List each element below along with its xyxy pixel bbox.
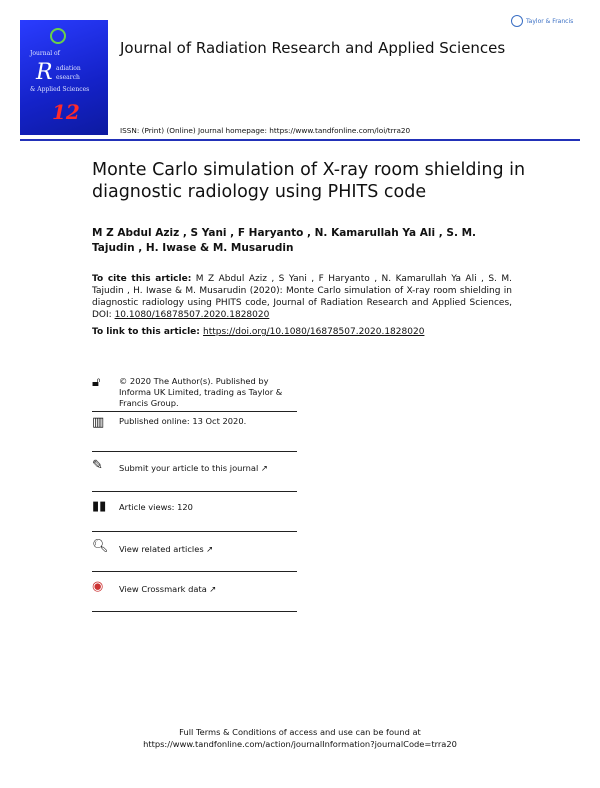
issn-line: ISSN: (Print) (Online) Journal homepage:… — [120, 126, 410, 135]
article-views: Article views: 120 — [119, 502, 193, 512]
footer-text: Full Terms & Conditions of access and us… — [179, 727, 421, 737]
cover-text: adiation — [56, 65, 81, 72]
info-row-crossmark[interactable]: ◉ View Crossmark data ↗ — [92, 576, 297, 612]
header-divider — [20, 139, 580, 141]
search-document-icon: 🔍︎ — [92, 539, 109, 554]
publisher-logo-icon — [511, 15, 523, 27]
info-row-license: 🔓︎ © 2020 The Author(s). Published by Inf… — [92, 376, 297, 412]
journal-title: Journal of Radiation Research and Applie… — [120, 39, 506, 57]
related-articles-link[interactable]: View related articles ↗ — [119, 544, 214, 554]
cover-text: Journal of — [30, 50, 60, 57]
terms-link[interactable]: https://www.tandfonline.com/action/journ… — [143, 739, 457, 749]
publisher-logo: Taylor & Francis — [511, 15, 573, 27]
info-row-related[interactable]: 🔍︎ View related articles ↗ — [92, 536, 297, 572]
cover-text: & Applied Sciences — [30, 86, 90, 93]
issn-text: ISSN: (Print) (Online) Journal homepage: — [120, 126, 270, 135]
crossmark-link[interactable]: View Crossmark data ↗ — [119, 584, 217, 594]
crossmark-icon: ◉ — [92, 579, 104, 594]
citation: To cite this article: M Z Abdul Aziz , S… — [92, 273, 512, 321]
article-url-link[interactable]: https://doi.org/10.1080/16878507.2020.18… — [203, 327, 425, 337]
footer: Full Terms & Conditions of access and us… — [0, 726, 600, 750]
link-label: To link to this article: — [92, 327, 204, 337]
info-row-submit[interactable]: ✎ Submit your article to this journal ↗ — [92, 456, 297, 492]
published-text: Published online: 13 Oct 2020. — [119, 416, 247, 426]
info-row-published: ▥ Published online: 13 Oct 2020. — [92, 416, 297, 452]
cover-volume: 12 — [52, 100, 80, 124]
calendar-icon: ▥ — [92, 415, 105, 430]
cite-text: M Z Abdul Aziz , S Yani , F Haryanto , N… — [92, 274, 512, 320]
edit-icon: ✎ — [92, 458, 103, 473]
bar-chart-icon: ▮▮ — [92, 499, 107, 514]
info-row-views: ▮▮ Article views: 120 — [92, 496, 297, 532]
article-title: Monte Carlo simulation of X-ray room shi… — [92, 160, 526, 202]
article-link: To link to this article: https://doi.org… — [92, 327, 424, 337]
doi-link[interactable]: 10.1080/16878507.2020.1828020 — [114, 310, 270, 320]
license-text: © 2020 The Author(s). Published by Infor… — [119, 376, 283, 408]
cover-letter: R — [36, 60, 53, 85]
publisher-logo-text: Taylor & Francis — [526, 17, 574, 25]
journal-homepage-link[interactable]: https://www.tandfonline.com/loi/trra20 — [269, 126, 411, 135]
cover-text: esearch — [56, 74, 80, 81]
cite-label: To cite this article: — [92, 274, 192, 284]
journal-cover-image: Journal of R adiation esearch & Applied … — [20, 20, 108, 135]
open-access-lock-icon: 🔓︎ — [92, 375, 101, 390]
submit-article-link[interactable]: Submit your article to this journal ↗ — [119, 463, 268, 473]
emblem-icon — [50, 28, 66, 44]
article-authors: M Z Abdul Aziz , S Yani , F Haryanto , N… — [92, 227, 477, 254]
